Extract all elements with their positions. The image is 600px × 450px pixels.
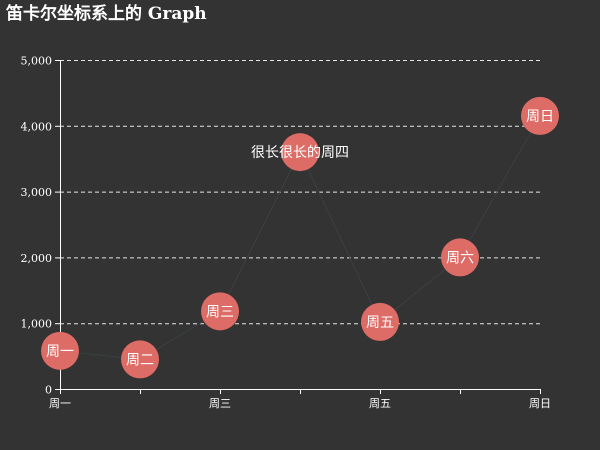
x-tick-label: 周一 <box>49 397 71 410</box>
x-tick-label: 周五 <box>369 397 391 410</box>
y-tick-label: 1,000 <box>21 318 53 331</box>
graph-node[interactable]: 很长很长的周四 <box>251 133 349 172</box>
graph-node-label: 周一 <box>46 344 74 360</box>
y-tick-label: 3,000 <box>21 186 53 199</box>
graph-edge <box>219 151 301 312</box>
graph-node[interactable]: 周一 <box>41 331 79 370</box>
x-tick-label: 周日 <box>529 397 551 410</box>
graph-edge <box>299 151 381 323</box>
graph-node-label: 周五 <box>366 315 394 331</box>
graph-node[interactable]: 周三 <box>201 292 239 331</box>
y-tick-label: 4,000 <box>21 120 53 133</box>
graph-node-label: 很长很长的周四 <box>251 145 349 161</box>
graph-node-circle <box>361 302 399 341</box>
graph-node[interactable]: 周日 <box>521 96 559 135</box>
graph-node-circle <box>201 292 239 331</box>
x-tick-label: 周三 <box>209 397 231 410</box>
graph-node-label: 周六 <box>446 250 474 266</box>
graph-edge <box>459 115 541 258</box>
graph-node-circle <box>121 340 159 379</box>
y-tick-label: 0 <box>45 384 52 397</box>
graph-node-circle <box>441 238 479 277</box>
graph-node-circle <box>281 133 319 172</box>
graph-node-circle <box>521 96 559 135</box>
graph-node[interactable]: 周二 <box>121 340 159 379</box>
graph-node[interactable]: 周五 <box>361 302 399 341</box>
chart-title: 笛卡尔坐标系上的 Graph <box>5 3 207 24</box>
y-tick-label: 5,000 <box>21 55 53 68</box>
graph-node[interactable]: 周六 <box>441 238 479 277</box>
graph-node-label: 周日 <box>526 109 554 125</box>
graph-node-label: 周三 <box>206 304 234 320</box>
y-tick-label: 2,000 <box>21 252 53 265</box>
graph-node-label: 周二 <box>126 352 154 368</box>
graph-node-circle <box>41 331 79 370</box>
